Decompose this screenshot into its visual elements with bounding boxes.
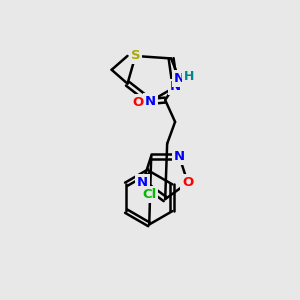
Text: O: O [133,96,144,109]
Text: N: N [169,80,181,94]
Text: O: O [182,176,194,189]
Text: S: S [130,50,140,62]
Text: N: N [173,72,184,85]
Text: Cl: Cl [142,188,156,201]
Text: N: N [174,150,185,163]
Text: H: H [184,70,194,83]
Text: N: N [145,95,156,108]
Text: N: N [137,176,148,189]
